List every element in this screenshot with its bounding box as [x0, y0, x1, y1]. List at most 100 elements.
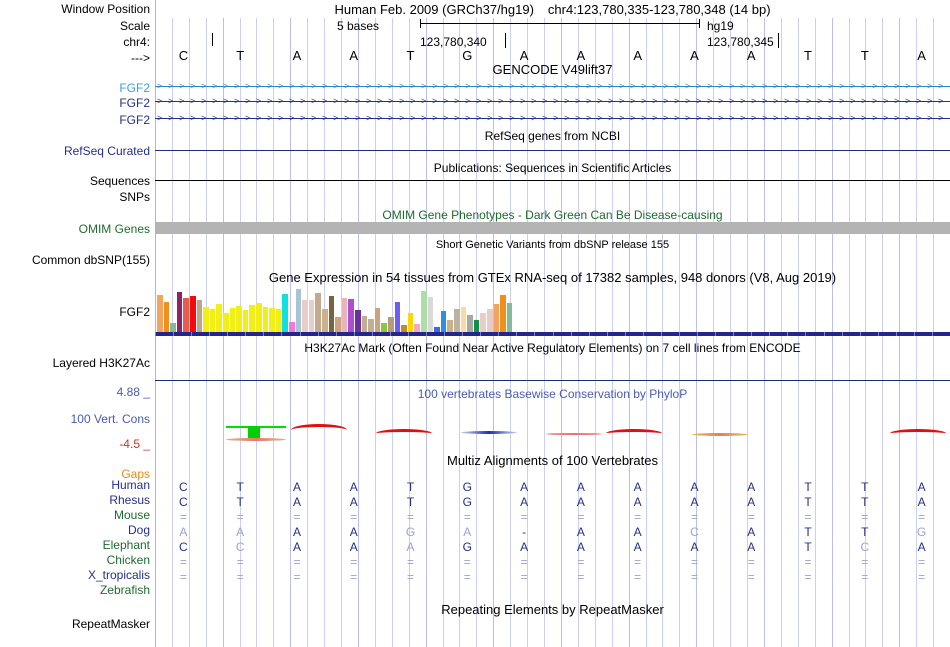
gtex-tissue-bar[interactable]	[242, 310, 249, 333]
conservation-plot[interactable]	[155, 400, 950, 448]
conservation-feature-blue[interactable]	[461, 431, 517, 434]
gtex-tissue-bar[interactable]	[249, 305, 255, 333]
gtex-tissue-bar[interactable]	[500, 295, 506, 333]
species-label-human[interactable]: Human	[111, 478, 150, 492]
gtex-tissue-bar[interactable]	[302, 300, 308, 333]
species-label-rhesus[interactable]: Rhesus	[109, 493, 150, 507]
publications-feature-line[interactable]	[155, 180, 950, 181]
gtex-tissue-bar[interactable]	[434, 327, 440, 333]
position-range[interactable]: chr4:123,780,335-123,780,348 (14 bp)	[547, 2, 771, 17]
gtex-tissue-bar[interactable]	[256, 303, 262, 333]
gtex-tissue-bar[interactable]	[341, 298, 348, 333]
conservation-feature[interactable]	[890, 429, 946, 439]
gtex-tissue-bar[interactable]	[262, 307, 269, 333]
gtex-tissue-bar[interactable]	[157, 295, 163, 333]
gtex-tissue-bar[interactable]	[315, 293, 321, 333]
gencode-transcript-3[interactable]: > > > > > > > > > > > > > > > > > > > > > > > > > > > > > > > > > > > > > > > >…	[155, 113, 950, 124]
gtex-tissue-bar[interactable]	[368, 319, 374, 333]
omim-gene-bar[interactable]	[155, 222, 950, 234]
gtex-tissue-bar[interactable]	[196, 300, 203, 333]
label-sequences[interactable]: Sequences	[89, 174, 150, 188]
refseq-feature-line[interactable]	[155, 150, 950, 151]
label-gencode-transcript-3[interactable]: FGF2	[119, 113, 150, 127]
conservation-feature-redline[interactable]	[546, 433, 602, 435]
label-repeatmasker[interactable]: RepeatMasker	[71, 617, 150, 631]
conservation-feature-green-bar[interactable]	[248, 426, 260, 438]
label-layered-h3k27ac[interactable]: Layered H3K27Ac	[52, 356, 150, 370]
gtex-tissue-bar[interactable]	[223, 313, 229, 333]
conservation-feature[interactable]	[376, 429, 432, 439]
label-gtex-gene[interactable]: FGF2	[119, 305, 150, 319]
gtex-tissue-bar[interactable]	[374, 308, 381, 333]
gtex-tissue-bar[interactable]	[308, 300, 315, 333]
gtex-tissue-bar[interactable]	[388, 317, 394, 333]
label-refseq-curated[interactable]: RefSeq Curated	[63, 144, 150, 158]
gtex-tissue-bar[interactable]	[487, 309, 493, 333]
gtex-tissue-bar[interactable]	[361, 316, 368, 333]
gtex-tissue-bar[interactable]	[454, 309, 460, 333]
gtex-tissue-bar[interactable]	[460, 307, 467, 333]
alignment-row-chicken[interactable]: = = = = = = = = = = = = = =	[155, 556, 950, 568]
gtex-tissue-bar[interactable]	[282, 294, 288, 333]
gtex-tissue-bar[interactable]	[275, 309, 282, 333]
gtex-tissue-bar[interactable]	[322, 309, 328, 333]
gtex-tissue-bar[interactable]	[394, 302, 401, 333]
species-label-x_tropicalis[interactable]: X_tropicalis	[87, 568, 150, 582]
label-gencode-transcript-1[interactable]: FGF2	[119, 81, 150, 95]
label-common-dbsnp[interactable]: Common dbSNP(155)	[31, 253, 150, 267]
alignment-row-zebrafish[interactable]	[155, 586, 950, 598]
species-label-dog[interactable]: Dog	[127, 523, 150, 537]
species-label-mouse[interactable]: Mouse	[113, 508, 150, 522]
gtex-tissue-bar[interactable]	[467, 315, 473, 333]
gtex-tissue-bar[interactable]	[421, 291, 427, 333]
species-label-zebrafish[interactable]: Zebrafish	[99, 583, 150, 597]
gtex-tissue-bar[interactable]	[269, 308, 275, 333]
gtex-tissue-bar[interactable]	[163, 302, 170, 333]
conservation-feature[interactable]	[606, 429, 662, 439]
gtex-tissue-bar[interactable]	[348, 299, 354, 333]
gtex-tissue-bar[interactable]	[493, 304, 500, 333]
gtex-tissue-bar[interactable]	[295, 289, 302, 333]
gtex-tissue-bar[interactable]	[216, 304, 222, 333]
label-gaps[interactable]: Gaps	[121, 467, 150, 481]
conservation-feature[interactable]	[291, 424, 347, 434]
gtex-tissue-bar[interactable]	[355, 310, 361, 333]
gtex-tissue-bar[interactable]	[427, 297, 434, 333]
gtex-tissue-bar[interactable]	[506, 303, 513, 333]
gtex-tissue-bar[interactable]	[203, 307, 209, 333]
gtex-tissue-bar[interactable]	[236, 306, 242, 333]
gtex-tissue-bar[interactable]	[183, 298, 189, 333]
species-label-elephant[interactable]: Elephant	[102, 538, 150, 552]
gencode-transcript-1[interactable]: > > > > > > > > > > > > > > > > > > > > > > > > > > > > > > > > > > > > > > > >…	[155, 81, 950, 92]
gtex-tissue-bar[interactable]	[176, 292, 183, 333]
gtex-tissue-bar[interactable]	[289, 322, 295, 333]
gtex-tissue-bar[interactable]	[401, 325, 407, 333]
gtex-tissue-bar[interactable]	[190, 296, 196, 333]
conservation-feature-tan[interactable]	[226, 438, 286, 441]
label-snps[interactable]: SNPs	[119, 190, 150, 204]
gtex-tissue-bar[interactable]	[381, 323, 387, 333]
gtex-tissue-bar[interactable]	[447, 320, 453, 333]
alignment-row-mouse[interactable]: = = = = = = = = = = = = = =	[155, 511, 950, 523]
gtex-tissue-bar[interactable]	[407, 313, 414, 333]
gtex-tissue-bar[interactable]	[229, 308, 236, 333]
gtex-tissue-bar[interactable]	[328, 296, 335, 333]
gencode-transcript-2[interactable]: > > > > > > > > > > > > > > > > > > > > > > > > > > > > > > > > > > > > > > > >…	[155, 96, 950, 107]
gtex-tissue-bar[interactable]	[440, 311, 447, 333]
conservation-feature-tanline[interactable]	[692, 433, 748, 436]
label-omim-genes[interactable]: OMIM Genes	[78, 222, 150, 236]
label-gencode-transcript-2[interactable]: FGF2	[119, 96, 150, 110]
species-label-chicken[interactable]: Chicken	[106, 553, 150, 567]
gtex-tissue-bar[interactable]	[335, 317, 341, 333]
gtex-tissue-bar[interactable]	[170, 323, 176, 333]
gtex-tissue-bar[interactable]	[480, 313, 486, 333]
label-100-vert-cons[interactable]: 100 Vert. Cons	[70, 412, 150, 426]
alignment-row-x_tropicalis[interactable]: = = = = = = = = = = = = = =	[155, 571, 950, 583]
gtex-tissue-bar[interactable]	[473, 320, 480, 333]
gtex-tissue-bar[interactable]	[209, 309, 216, 333]
gtex-tissue-bar[interactable]	[414, 324, 420, 333]
